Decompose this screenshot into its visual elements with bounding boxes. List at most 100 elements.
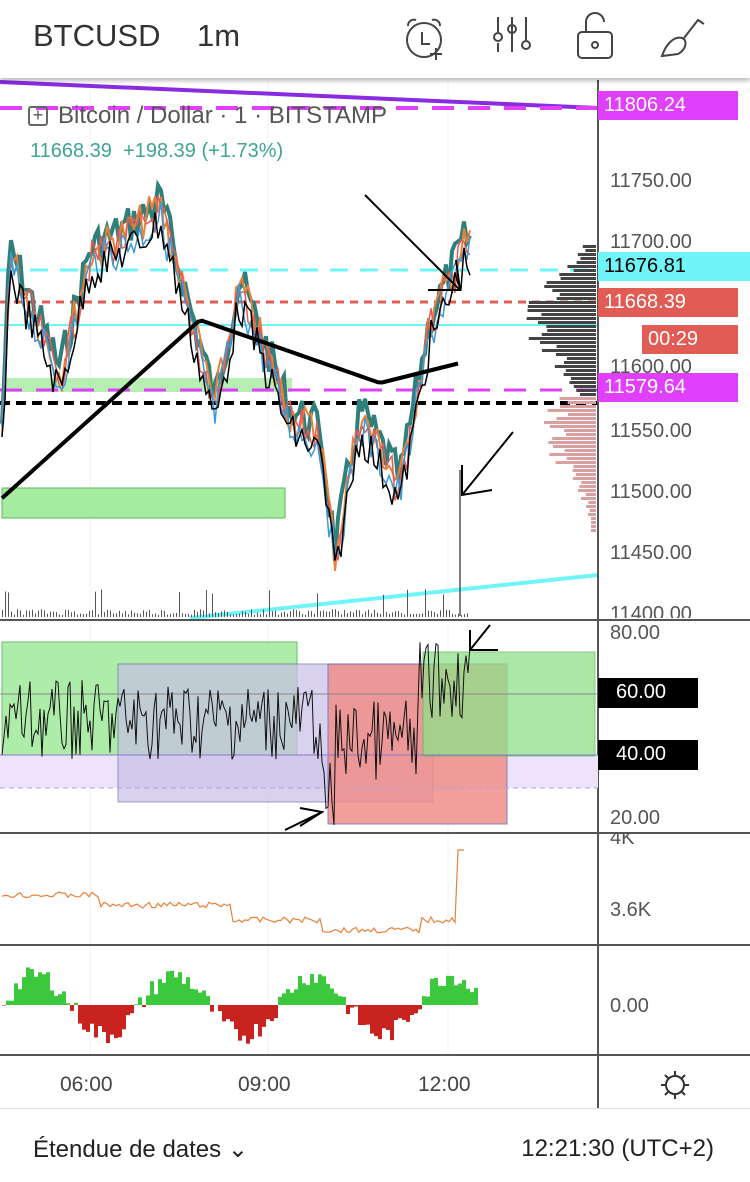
volume-profile-bar	[591, 517, 596, 520]
volume-bar	[188, 613, 189, 617]
settings-gear-icon[interactable]	[661, 1071, 689, 1099]
series-legend[interactable]: + Bitcoin / Dollar · 1 · BITSTAMP	[28, 102, 387, 130]
oscillator-bar	[154, 994, 158, 1005]
oscillator-bar	[326, 983, 330, 1005]
rsi-level-tag: 40.00	[598, 740, 698, 770]
oscillator-bar	[290, 992, 294, 1005]
oscillator-bar	[406, 1005, 410, 1022]
oscillator-bar	[190, 988, 194, 1005]
timezone-clock[interactable]: 12:21:30 (UTC+2)	[521, 1135, 714, 1162]
oscillator-bar	[178, 972, 182, 1005]
volume-bar	[467, 613, 468, 617]
date-range-button[interactable]: Étendue de dates ⌄	[33, 1136, 248, 1163]
oscillator-bar	[86, 1005, 90, 1032]
volume-bar	[353, 612, 354, 617]
volume-bar	[95, 591, 96, 617]
volume-bar	[443, 594, 444, 617]
volume-profile-bar	[549, 453, 596, 456]
volume-profile-bar	[587, 513, 596, 516]
oscillator-bar	[122, 1005, 126, 1030]
oscillator-bar	[50, 990, 54, 1005]
lock-open-icon[interactable]	[572, 12, 624, 64]
volume-bar	[221, 611, 222, 617]
oscillator-bar	[198, 992, 202, 1005]
oscillator-bar	[366, 1005, 370, 1025]
interval-button[interactable]: 1m	[197, 18, 241, 53]
series-title: Bitcoin / Dollar · 1 · BITSTAMP	[58, 102, 387, 129]
volume-profile-bar	[566, 457, 596, 460]
volume-profile-bar	[547, 329, 596, 332]
arrow	[461, 431, 514, 496]
volume-profile-bar	[555, 461, 596, 464]
oscillator-bar	[158, 979, 162, 1005]
volume-bar	[326, 611, 327, 617]
volume-profile-bar	[589, 509, 596, 512]
volume-bar	[137, 613, 138, 617]
volume-profile-bar	[559, 397, 596, 400]
oscillator-bar	[426, 996, 430, 1005]
volume-bar	[230, 614, 231, 617]
oscillator-bar	[466, 988, 470, 1005]
trendline-cyan	[189, 573, 599, 620]
volume-profile-bar	[566, 357, 596, 360]
oscillator-bar	[350, 1005, 354, 1008]
oscillator-bar	[358, 1005, 362, 1026]
symbol-button[interactable]: BTCUSD	[33, 18, 161, 53]
oscillator-bar	[374, 1005, 378, 1037]
volume-profile-bar	[549, 425, 596, 428]
volume-profile-bar	[591, 521, 596, 524]
volume-profile-bar	[567, 413, 596, 416]
bar-countdown: 00:29	[642, 325, 738, 354]
volume-bar	[152, 614, 153, 617]
oscillator-bar	[318, 974, 322, 1005]
oscillator-bar	[90, 1005, 94, 1024]
oscillator-bar	[282, 993, 286, 1005]
volume-profile-bar	[544, 285, 596, 288]
volume-profile-bar	[527, 309, 596, 312]
volume-bar	[167, 614, 168, 617]
volume-profile-bar	[585, 249, 596, 252]
oscillator-bar	[174, 977, 178, 1005]
brush-icon[interactable]	[658, 12, 710, 64]
volume-bar	[251, 609, 252, 617]
volume-bar	[299, 611, 300, 617]
volume-bar	[143, 610, 144, 617]
indicators-icon[interactable]	[486, 12, 538, 64]
volume-bar	[455, 614, 456, 617]
oscillator-bar	[322, 976, 326, 1005]
volume-profile-bar	[572, 477, 596, 480]
oscillator-bar	[54, 995, 58, 1005]
volume-bar	[119, 610, 120, 617]
volume-profile-bar	[567, 401, 596, 404]
volume-bar	[206, 590, 207, 617]
oscillator-bar	[166, 971, 170, 1005]
volume-line	[1, 849, 464, 934]
volume-bar	[407, 589, 408, 617]
volume-profile-bar	[576, 389, 596, 392]
chart-canvas[interactable]	[0, 0, 750, 1108]
oscillator-bar	[378, 1005, 382, 1040]
oscillator-bar	[434, 977, 438, 1005]
volume-bar	[464, 614, 465, 617]
alarm-add-icon[interactable]	[400, 12, 452, 64]
volume-bar	[134, 612, 135, 617]
oscillator-bar	[414, 1005, 418, 1014]
volume-bar	[317, 593, 318, 617]
oscillator-bar	[230, 1005, 234, 1022]
volume-bar	[425, 589, 426, 617]
oscillator-bar	[110, 1005, 114, 1035]
volume-bar	[116, 613, 117, 617]
oscillator-bar	[218, 1005, 222, 1012]
volume-bar	[38, 610, 39, 617]
oscillator-bar	[410, 1005, 414, 1016]
volume-bar	[47, 613, 48, 617]
oscillator-bar	[254, 1005, 258, 1024]
expand-icon[interactable]: +	[28, 106, 48, 126]
volume-bar	[422, 613, 423, 617]
volume-profile-bar	[548, 441, 596, 444]
volume-profile-bar	[565, 369, 596, 372]
volume-profile-bar	[577, 489, 596, 492]
volume-profile-bar	[556, 297, 596, 300]
oscillator-bar	[470, 992, 474, 1005]
volume-bar	[71, 612, 72, 617]
